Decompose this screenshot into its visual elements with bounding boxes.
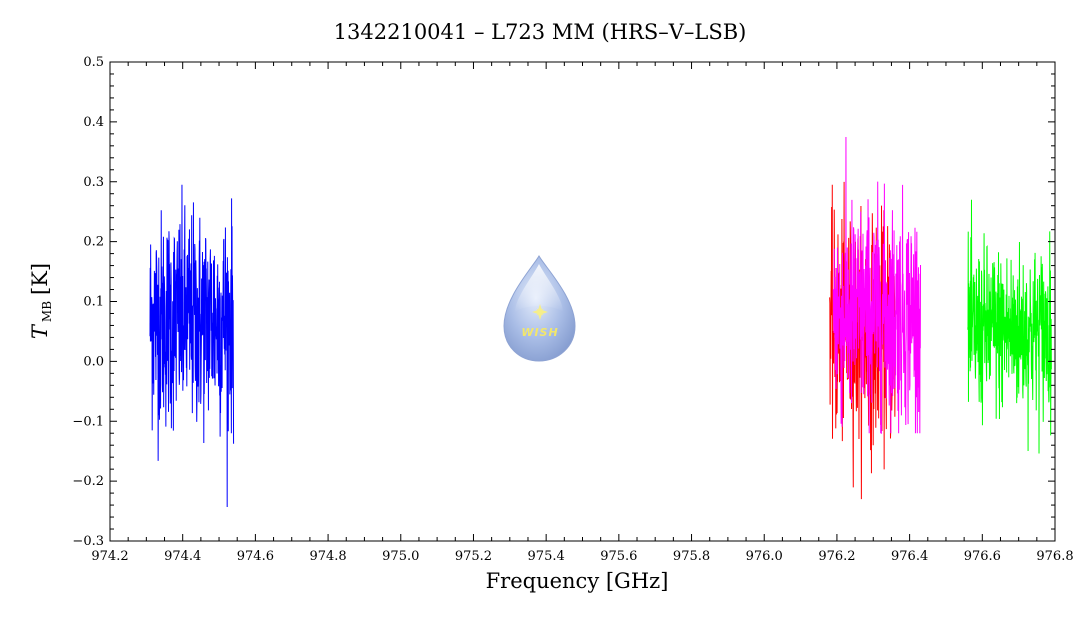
x-tick-label: 975.0 [382,549,419,564]
spectrum-series-3 [832,136,922,434]
y-tick-label: 0.2 [83,235,104,250]
x-tick-label: 974.8 [309,549,346,564]
x-tick-label: 976.0 [746,549,783,564]
x-tick-label: 976.6 [964,549,1001,564]
x-tick-label: 976.2 [818,549,855,564]
y-tick-label: 0.4 [83,115,104,130]
y-tick-label: −0.3 [72,534,104,549]
series-layer [149,136,1052,508]
x-tick-label: 975.8 [673,549,710,564]
x-tick-label: 975.2 [455,549,492,564]
spectrum-series-1 [149,184,235,508]
y-axis-label-symbol: T [28,323,52,339]
wish-logo-text: WISH [521,326,558,339]
x-axis-label: Frequency [GHz] [486,569,669,593]
y-tick-label: 0.5 [83,55,104,70]
y-tick-label: −0.1 [72,414,104,429]
x-tick-label: 974.4 [164,549,201,564]
y-axis-label-unit: [K] [28,263,52,295]
y-tick-label: 0.1 [83,295,104,310]
chart-title: 1342210041 – L723 MM (HRS–V–LSB) [334,20,747,44]
y-tick-label: 0.0 [83,354,104,369]
x-tick-label: 974.6 [237,549,274,564]
wish-droplet-logo: WISH [503,255,576,362]
y-tick-label: 0.3 [83,175,104,190]
x-axis: 974.2 974.4 974.6 974.8 975.0 975.2 975.4 975.6… [91,62,1074,564]
y-axis-label: TMB [K] [28,263,54,339]
y-tick-label: −0.2 [72,474,104,489]
y-axis-label-subscript: MB [40,301,54,322]
x-tick-label: 975.6 [600,549,637,564]
x-tick-label: 976.8 [1036,549,1073,564]
x-tick-label: 976.4 [891,549,928,564]
x-tick-label: 975.4 [528,549,565,564]
x-tick-label: 974.2 [91,549,128,564]
spectrum-series-4 [967,199,1052,454]
y-axis: −0.3 −0.2 −0.1 0.0 0.1 0.2 0.3 0.4 0.5 [72,55,1055,549]
star-icon [532,304,548,320]
